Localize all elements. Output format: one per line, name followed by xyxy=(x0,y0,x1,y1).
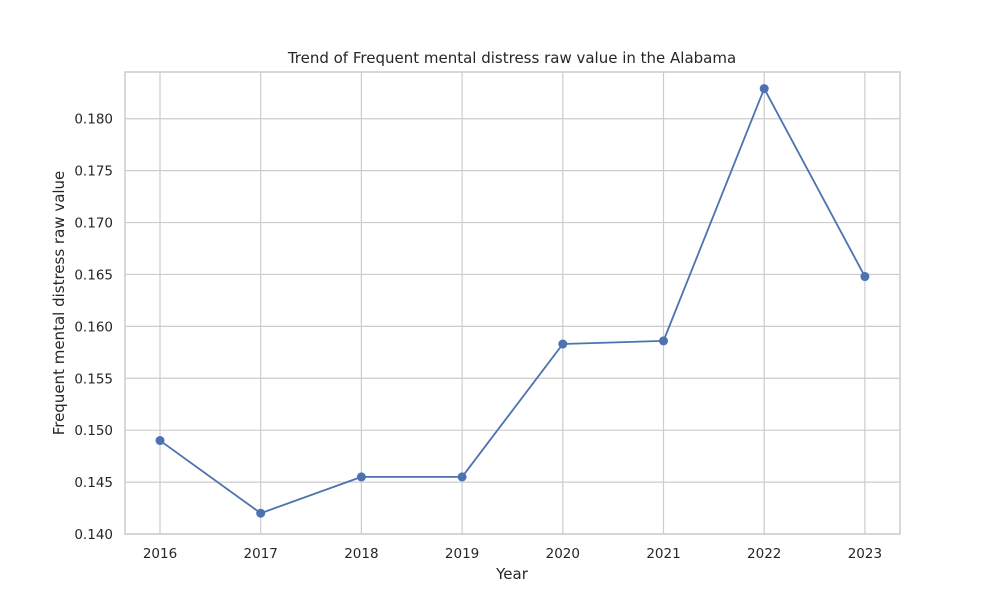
x-tick-label: 2020 xyxy=(546,546,580,562)
data-point-2018 xyxy=(356,472,366,482)
data-point-2017 xyxy=(256,508,266,518)
chart-title: Trend of Frequent mental distress raw va… xyxy=(287,49,736,67)
plot-area xyxy=(124,71,901,535)
data-point-2019 xyxy=(457,472,467,482)
x-tick-label: 2019 xyxy=(445,546,479,562)
x-tick-label: 2022 xyxy=(747,546,781,562)
data-point-2022 xyxy=(759,84,769,94)
y-axis-label: Frequent mental distress raw value xyxy=(50,171,68,436)
data-point-2020 xyxy=(558,339,568,349)
x-tick-label: 2017 xyxy=(244,546,278,562)
y-tick-label: 0.150 xyxy=(74,423,113,439)
x-tick-label: 2023 xyxy=(848,546,882,562)
data-point-2016 xyxy=(155,436,165,446)
series-line xyxy=(159,87,866,515)
y-tick-label: 0.180 xyxy=(74,112,113,128)
x-tick-label: 2021 xyxy=(646,546,680,562)
x-axis-ticks: 2016 2017 2018 2019 2020 2021 2022 2023 xyxy=(143,546,882,562)
data-point-2021 xyxy=(659,336,668,346)
y-tick-label: 0.160 xyxy=(74,319,113,335)
y-tick-label: 0.145 xyxy=(74,475,113,491)
y-tick-label: 0.175 xyxy=(74,164,113,180)
x-axis-label: Year xyxy=(495,565,529,583)
y-tick-label: 0.170 xyxy=(74,216,113,232)
data-point-2023 xyxy=(860,272,870,282)
x-tick-label: 2016 xyxy=(143,546,177,562)
series-layer xyxy=(155,84,870,518)
grid xyxy=(125,72,900,535)
y-tick-label: 0.155 xyxy=(74,371,113,387)
y-axis-ticks: 0.140 0.145 0.150 0.155 0.160 0.165 0.170 0.175… xyxy=(74,112,113,543)
y-tick-label: 0.165 xyxy=(74,267,113,283)
y-tick-label: 0.140 xyxy=(74,527,113,543)
x-tick-label: 2018 xyxy=(344,546,378,562)
